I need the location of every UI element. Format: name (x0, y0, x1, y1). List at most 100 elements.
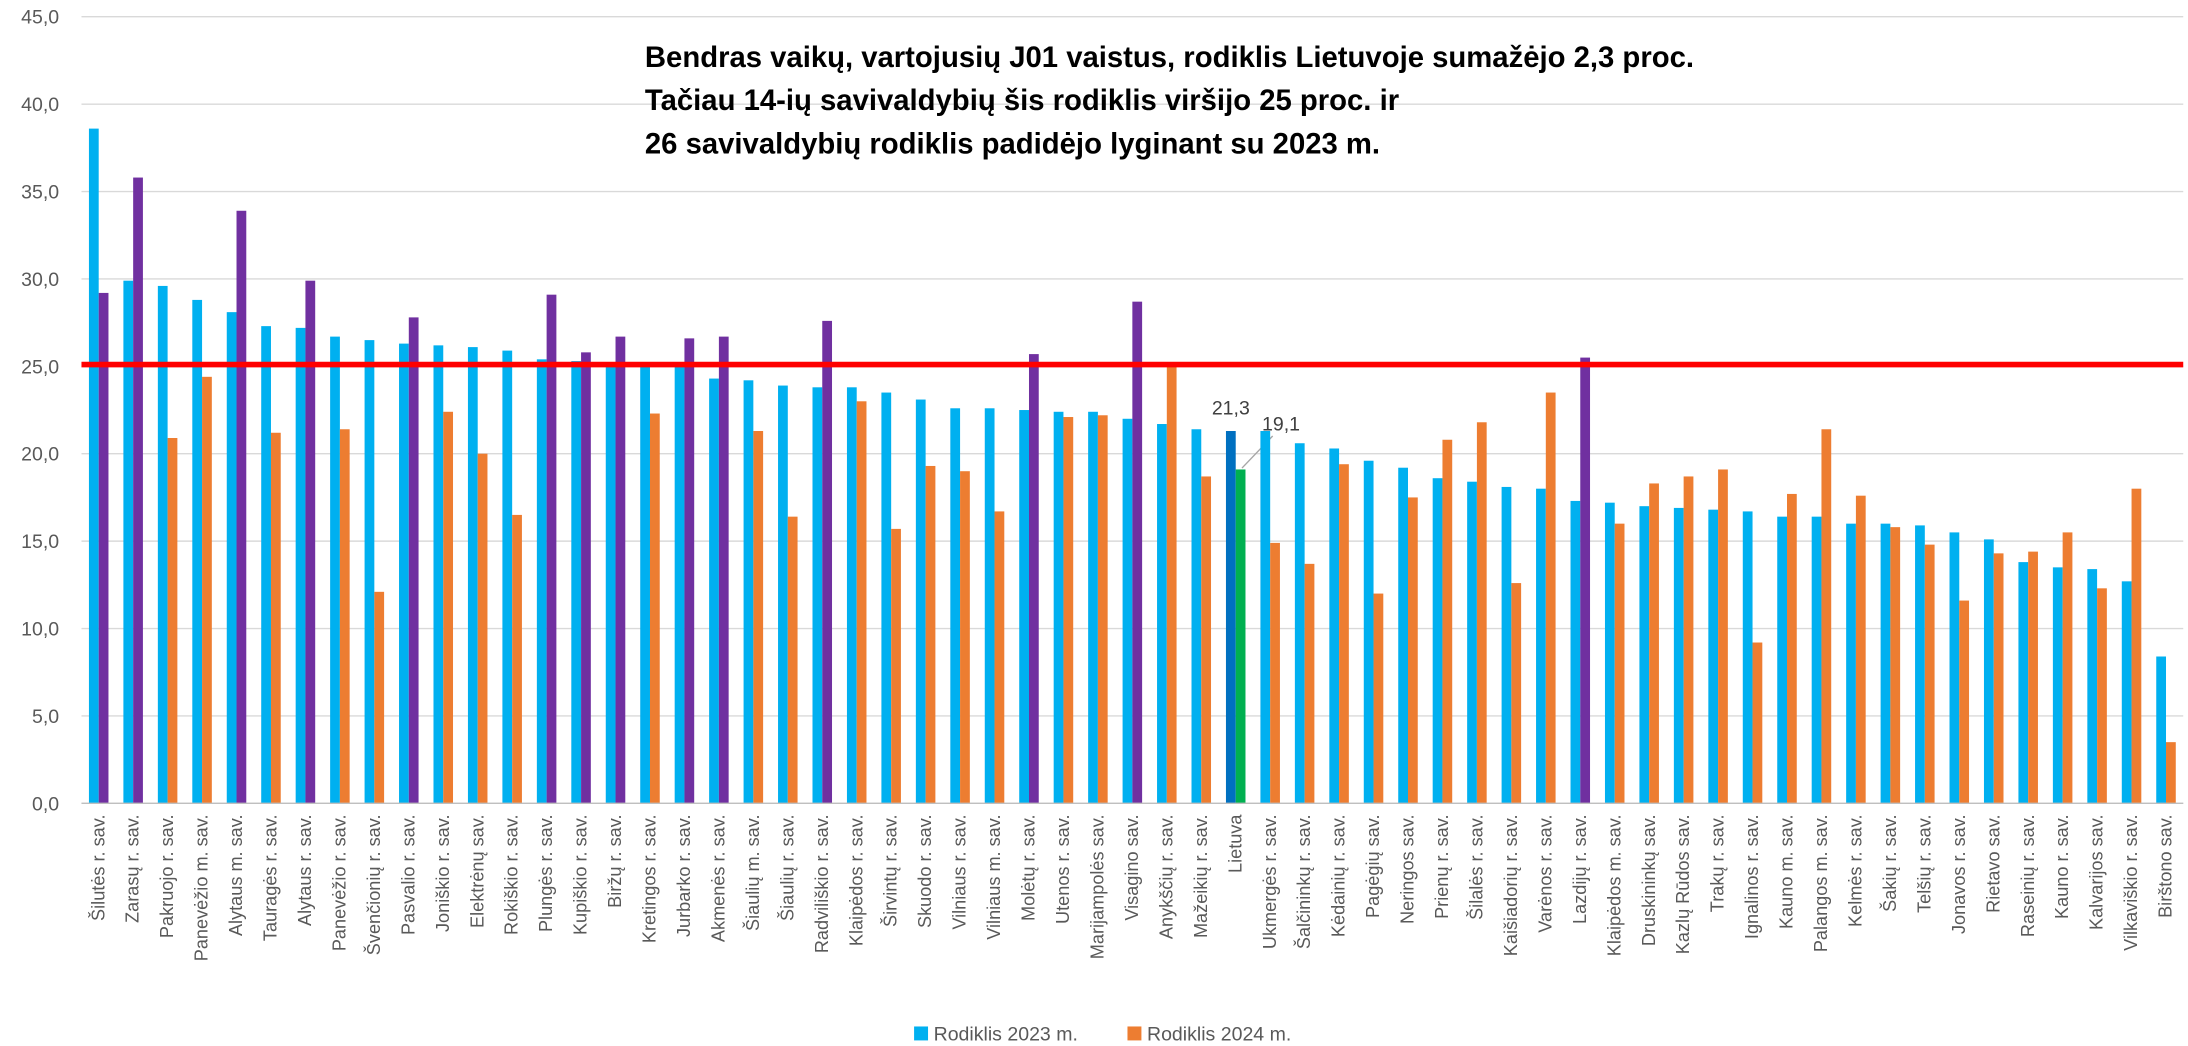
bar (709, 378, 719, 804)
bar (295, 327, 306, 804)
chart-title: 26 savivaldybių rodiklis padidėjo lygina… (645, 127, 1380, 160)
bar (960, 471, 970, 804)
x-tick-label: Birštono sav. (2156, 814, 2176, 917)
bar (364, 340, 375, 804)
bar (753, 431, 764, 804)
bar (1329, 448, 1340, 804)
chart-title: Bendras vaikų, vartojusių J01 vaistus, r… (645, 41, 1694, 74)
bar (822, 320, 833, 804)
bar (1949, 532, 1960, 804)
y-tick-label: 5,0 (32, 706, 59, 728)
bar (2097, 588, 2107, 804)
bar (846, 387, 857, 804)
bar (1880, 523, 1891, 804)
bar (1053, 411, 1064, 804)
bar (1270, 542, 1280, 804)
x-tick-label: Širvintų r. sav. (880, 814, 901, 926)
x-tick-label: Kelmės r. sav. (1845, 814, 1865, 926)
bar (1708, 509, 1719, 804)
bar (330, 336, 340, 804)
bar (399, 343, 409, 804)
bar (226, 312, 237, 804)
bar (339, 429, 350, 804)
bar (1304, 563, 1315, 804)
x-tick-label: Molėtų r. sav. (1019, 814, 1039, 920)
bar (925, 465, 936, 804)
bar (1890, 527, 1901, 804)
bar (778, 385, 788, 804)
x-tick-label: Radviliškio r. sav. (812, 814, 832, 953)
x-tick-label: Biržų r. sav. (605, 814, 625, 907)
bar (98, 292, 109, 804)
bar (994, 511, 1005, 804)
x-tick-label: Palangos m. sav. (1811, 814, 1831, 952)
x-tick-label: Kauno m. sav. (1777, 814, 1797, 929)
bar (1580, 357, 1591, 804)
x-tick-label: Neringos sav. (1398, 814, 1418, 923)
bar (2087, 569, 2098, 804)
bar (984, 408, 995, 804)
bar (1511, 583, 1522, 804)
y-tick-label: 35,0 (21, 182, 59, 204)
x-tick-label: Rokiškio r. sav. (502, 814, 522, 935)
bar (1821, 429, 1832, 804)
bar (1166, 366, 1177, 804)
x-tick-label: Joniškio r. sav. (433, 814, 453, 932)
bar (1811, 516, 1822, 804)
bar (881, 392, 892, 804)
bar (157, 285, 168, 804)
x-tick-label: Vilniaus r. sav. (950, 814, 970, 929)
y-tick-label: 30,0 (21, 269, 59, 291)
bar (512, 514, 522, 804)
x-tick-label: Kėdainių r. sav. (1329, 814, 1349, 937)
bar (1993, 553, 2004, 804)
bar (1225, 431, 1236, 804)
legend-swatch (1127, 1026, 1142, 1041)
bar (571, 361, 582, 804)
bar (1846, 523, 1856, 804)
bar (1235, 469, 1246, 804)
x-tick-label: Zarasų r. sav. (123, 814, 143, 922)
x-tick-label: Klaipėdos m. sav. (1604, 814, 1624, 956)
bar (915, 399, 926, 804)
bar (374, 591, 385, 804)
legend-label: Rodiklis 2024 m. (1147, 1023, 1291, 1045)
bar (718, 336, 729, 804)
x-tick-label: Telšių r. sav. (1914, 814, 1934, 912)
bar (2018, 562, 2029, 804)
x-tick-label: Šiaulių r. sav. (776, 814, 797, 920)
x-tick-label: Plungės r. sav. (536, 814, 556, 932)
bar (2131, 488, 2142, 804)
bar (2121, 581, 2132, 804)
y-tick-label: 20,0 (21, 444, 59, 466)
x-tick-label: Kauno r. sav. (2052, 814, 2072, 918)
bar (270, 432, 281, 804)
bar (1476, 422, 1487, 804)
bar (743, 380, 754, 804)
x-tick-label: Kretingos r. sav. (640, 814, 660, 943)
bar (88, 128, 99, 804)
x-tick-label: Akmenės r. sav. (708, 814, 728, 942)
bar (1536, 488, 1546, 804)
x-tick-label: Anykščių r. sav. (1156, 814, 1176, 939)
bar (950, 408, 961, 804)
bar (856, 401, 867, 804)
bar (477, 453, 488, 804)
bar (1501, 486, 1512, 804)
bar (1088, 411, 1098, 804)
bar (615, 336, 626, 804)
bar (1924, 544, 1935, 804)
x-tick-label: Kaišiadorių r. sav. (1501, 814, 1521, 956)
bar (1718, 469, 1728, 804)
bar (1191, 429, 1202, 804)
x-tick-label: Švenčionių r. sav. (363, 814, 384, 955)
x-tick-label: Jurbarko r. sav. (674, 814, 694, 937)
x-tick-label: Kalvarijos sav. (2087, 814, 2107, 930)
bar (1855, 495, 1866, 804)
bar (1294, 443, 1305, 804)
x-tick-label: Jonavos r. sav. (1949, 814, 1969, 934)
x-tick-label: Klaipėdos r. sav. (846, 814, 866, 946)
bar (1614, 523, 1625, 804)
y-tick-label: 0,0 (32, 793, 59, 815)
bar (1432, 478, 1443, 804)
